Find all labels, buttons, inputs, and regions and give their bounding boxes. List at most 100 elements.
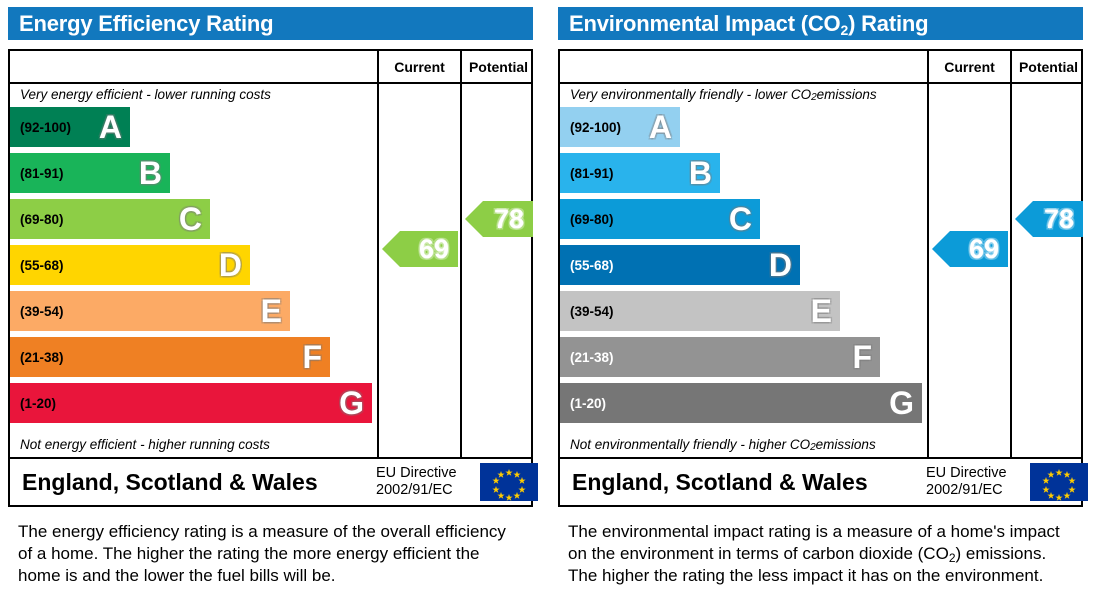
energy-rating-table: Current Potential Very energy efficient …	[8, 49, 538, 507]
caption-bottom-sub: 2	[810, 442, 816, 453]
band-a: (92-100) A	[560, 107, 680, 147]
eu-directive-line2: 2002/91/EC	[926, 482, 1003, 498]
band-e: (39-54) E	[560, 291, 840, 331]
footer-divider	[10, 457, 531, 459]
band-c-range: (69-80)	[20, 211, 64, 227]
environmental-caption-bottom: Not environmentally friendly - higher CO…	[560, 434, 927, 455]
environmental-eu-directive: EU Directive 2002/91/EC	[926, 465, 1007, 499]
band-e-letter: E	[260, 293, 282, 329]
header-divider	[560, 82, 1081, 84]
header-divider	[10, 82, 531, 84]
environmental-title-sub: 2	[840, 21, 849, 38]
environmental-caption-top: Very environmentally friendly - lower CO…	[560, 84, 927, 105]
environmental-current-header: Current	[944, 58, 995, 75]
environmental-title-suffix: ) Rating	[848, 10, 929, 36]
energy-footer-region: England, Scotland & Wales	[22, 468, 318, 495]
band-f-range: (21-38)	[570, 349, 614, 365]
band-f-letter: F	[302, 339, 322, 375]
band-c: (69-80) C	[560, 199, 760, 239]
band-a-range: (92-100)	[570, 119, 622, 135]
band-f-letter: F	[852, 339, 872, 375]
energy-eu-directive: EU Directive 2002/91/EC	[376, 465, 457, 499]
band-g-range: (1-20)	[20, 395, 57, 411]
energy-current-value: 69	[418, 233, 449, 264]
band-f: (21-38) F	[560, 337, 880, 377]
environmental-potential-value: 78	[1043, 203, 1074, 234]
current-column-divider	[377, 51, 379, 457]
band-e-range: (39-54)	[20, 303, 64, 319]
band-g-letter: G	[339, 385, 364, 421]
energy-potential-header: Potential	[468, 58, 529, 75]
energy-potential-value: 78	[493, 203, 524, 234]
energy-efficiency-panel: Energy Efficiency Rating Current Potenti…	[0, 0, 542, 612]
energy-footer: England, Scotland & Wales EU Directive 2…	[10, 459, 538, 505]
band-c-letter: C	[178, 201, 202, 237]
band-d-letter: D	[768, 247, 792, 283]
band-b: (81-91) B	[10, 153, 170, 193]
band-d-letter: D	[218, 247, 242, 283]
band-g: (1-20) G	[10, 383, 372, 423]
caption-bottom-post: emissions	[815, 437, 876, 452]
environmental-footer: England, Scotland & Wales EU Directive 2…	[560, 459, 1088, 505]
band-a-range: (92-100)	[20, 119, 72, 135]
band-c-range: (69-80)	[570, 211, 614, 227]
caption-top-post: emissions	[816, 87, 877, 102]
environmental-rating-table: Current Potential Very environmentally f…	[558, 49, 1088, 507]
band-e-range: (39-54)	[570, 303, 614, 319]
band-a-letter: A	[98, 109, 122, 145]
band-c: (69-80) C	[10, 199, 210, 239]
band-f-range: (21-38)	[20, 349, 64, 365]
band-b-range: (81-91)	[20, 165, 64, 181]
band-f: (21-38) F	[10, 337, 330, 377]
environmental-impact-panel: Environmental Impact (CO2) Rating Curren…	[550, 0, 1092, 612]
band-a: (92-100) A	[10, 107, 130, 147]
environmental-title-bar: Environmental Impact (CO2) Rating	[558, 7, 1083, 40]
environmental-current-value: 69	[968, 233, 999, 264]
potential-column-divider	[460, 51, 462, 457]
band-g-range: (1-20)	[570, 395, 607, 411]
band-b-letter: B	[688, 155, 712, 191]
environmental-footer-region: England, Scotland & Wales	[572, 468, 868, 495]
eu-flag-icon	[1030, 463, 1088, 501]
potential-column-divider	[1010, 51, 1012, 457]
band-b-range: (81-91)	[570, 165, 614, 181]
description-sub: 2	[948, 550, 956, 565]
eu-directive-line1: EU Directive	[376, 464, 457, 481]
energy-caption-top: Very energy efficient - lower running co…	[20, 87, 271, 102]
environmental-title-main: Environmental Impact (CO	[569, 10, 841, 36]
environmental-potential-header: Potential	[1018, 58, 1079, 75]
eu-flag-icon	[480, 463, 538, 501]
band-a-letter: A	[648, 109, 672, 145]
energy-current-header: Current	[394, 58, 445, 75]
energy-description: The energy efficiency rating is a measur…	[18, 522, 506, 585]
band-d-range: (55-68)	[570, 257, 614, 273]
caption-top-pre: Very environmentally friendly - lower CO	[570, 87, 812, 102]
band-d: (55-68) D	[10, 245, 250, 285]
footer-divider	[560, 457, 1081, 459]
band-e-letter: E	[810, 293, 832, 329]
environmental-current-arrow: 69	[932, 231, 1008, 267]
band-c-letter: C	[728, 201, 752, 237]
environmental-description: The environmental impact rating is a mea…	[568, 521, 1068, 586]
environmental-title-text: Environmental Impact (CO2) Rating	[558, 10, 929, 38]
environmental-potential-arrow: 78	[1015, 201, 1083, 237]
energy-current-arrow: 69	[382, 231, 458, 267]
caption-bottom-pre: Not environmentally friendly - higher CO	[570, 437, 811, 452]
description-post: ) emissions. The higher the rating the l…	[568, 543, 1047, 585]
energy-caption-bottom: Not energy efficient - higher running co…	[20, 437, 270, 452]
current-column-divider	[927, 51, 929, 457]
energy-title-text: Energy Efficiency Rating	[19, 10, 274, 36]
energy-title-bar: Energy Efficiency Rating	[8, 7, 533, 40]
eu-directive-line1: EU Directive	[926, 464, 1007, 481]
band-g-letter: G	[889, 385, 914, 421]
band-b: (81-91) B	[560, 153, 720, 193]
band-d: (55-68) D	[560, 245, 800, 285]
band-b-letter: B	[138, 155, 162, 191]
band-d-range: (55-68)	[20, 257, 64, 273]
energy-potential-arrow: 78	[465, 201, 533, 237]
eu-directive-line2: 2002/91/EC	[376, 482, 453, 498]
band-e: (39-54) E	[10, 291, 290, 331]
caption-top-sub: 2	[811, 92, 817, 103]
description-pre: The environmental impact rating is a mea…	[568, 522, 1060, 563]
